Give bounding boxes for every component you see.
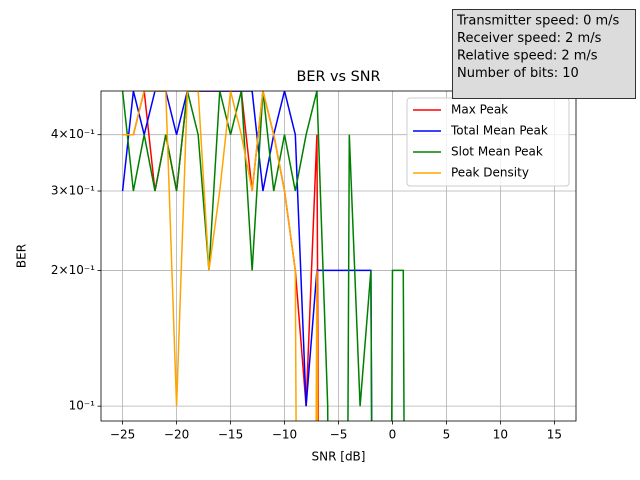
y-tick-label: 2×10⁻¹ xyxy=(51,263,95,277)
x-tick-label: 0 xyxy=(389,428,397,442)
x-axis-label: SNR [dB] xyxy=(312,450,366,464)
lines xyxy=(121,91,405,421)
y-tick-label: 4×10⁻¹ xyxy=(51,127,95,141)
y-tick-label: 10⁻¹ xyxy=(69,399,96,413)
x-tick-label: 10 xyxy=(493,428,508,442)
annotation-line: Receiver speed: 2 m/s xyxy=(457,31,602,46)
legend: Max Peak Total Mean Peak Slot Mean Peak Pea… xyxy=(406,97,570,187)
y-axis-label: BER xyxy=(15,244,29,268)
annotation-line: Relative speed: 2 m/s xyxy=(457,49,598,64)
legend-label: Peak Density xyxy=(451,166,529,180)
x-tick-label: −15 xyxy=(218,428,243,442)
legend-label: Max Peak xyxy=(451,103,508,117)
series-line xyxy=(121,91,373,421)
annotation-line: Transmitter speed: 0 m/s xyxy=(456,14,620,29)
x-tick-label: 5 xyxy=(443,428,451,442)
x-tick-label: 15 xyxy=(547,428,562,442)
y-tick-label: 3×10⁻¹ xyxy=(51,184,95,198)
annotation-frame xyxy=(452,9,636,99)
x-tick-label: −10 xyxy=(272,428,297,442)
x-tick-label: −20 xyxy=(164,428,189,442)
legend-label: Slot Mean Peak xyxy=(451,145,543,159)
chart-title: BER vs SNR xyxy=(296,69,380,85)
series-line xyxy=(121,91,405,421)
annotation-line: Number of bits: 10 xyxy=(457,66,579,81)
annotation-box: Transmitter speed: 0 m/s Receiver speed: … xyxy=(452,9,636,99)
x-tick-label: −5 xyxy=(330,428,348,442)
x-tick-label: −25 xyxy=(110,428,135,442)
legend-label: Total Mean Peak xyxy=(450,124,548,138)
